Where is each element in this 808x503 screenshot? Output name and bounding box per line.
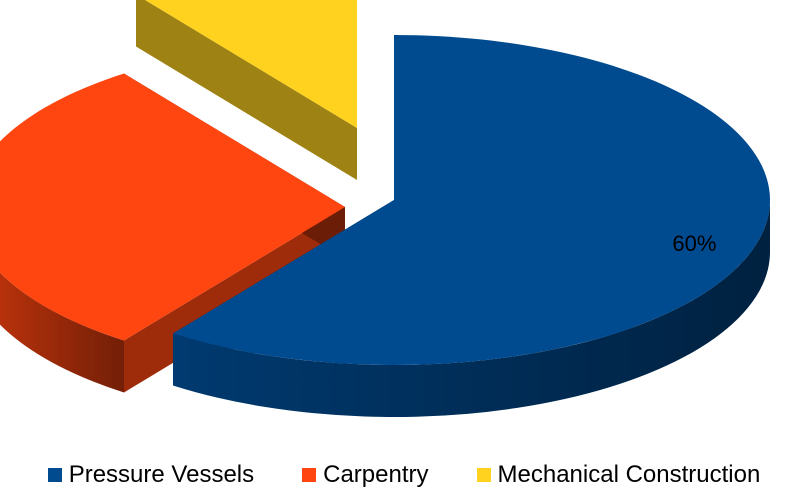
chart-legend: Pressure Vessels Carpentry Mechanical Co… — [0, 458, 808, 492]
legend-swatch-mechanical-construction — [477, 468, 491, 482]
legend-label-pressure-vessels: Pressure Vessels — [69, 461, 254, 489]
legend-swatch-pressure-vessels — [48, 468, 62, 482]
legend-label-carpentry: Carpentry — [323, 461, 428, 489]
data-label-pressure-vessels: 60% — [672, 231, 716, 256]
legend-item-mechanical-construction: Mechanical Construction — [477, 461, 761, 489]
legend-label-mechanical-construction: Mechanical Construction — [498, 461, 761, 489]
legend-item-carpentry: Carpentry — [302, 461, 428, 489]
legend-swatch-carpentry — [302, 468, 316, 482]
legend-item-pressure-vessels: Pressure Vessels — [48, 461, 254, 489]
